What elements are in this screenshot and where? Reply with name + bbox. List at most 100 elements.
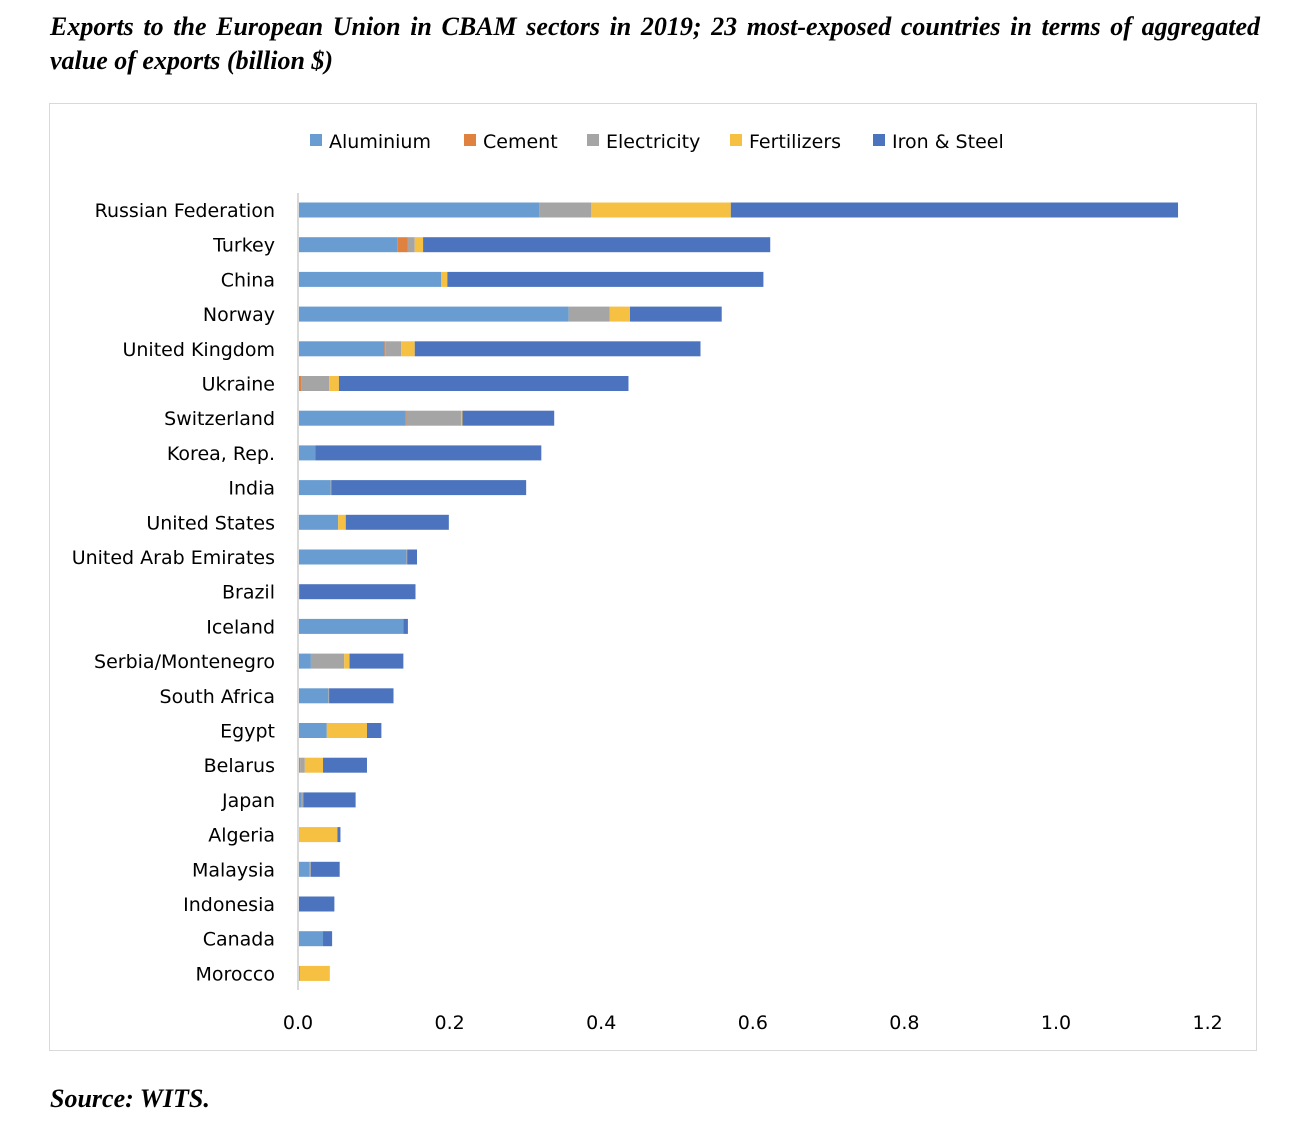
bar-aluminium	[298, 480, 331, 496]
x-tick-label: 1.2	[1192, 1012, 1222, 1034]
category-label: United Kingdom	[122, 339, 275, 361]
bar-electricity	[300, 757, 305, 773]
bar-iron-steel	[331, 480, 527, 496]
bar-aluminium	[298, 341, 385, 357]
bar-iron-steel	[298, 896, 335, 912]
bar-fertilizers	[344, 653, 350, 669]
bar-fertilizers	[329, 376, 339, 391]
bar-iron-steel	[337, 827, 341, 843]
category-label: Switzerland	[164, 408, 275, 430]
bar-aluminium	[298, 861, 310, 877]
bar-electricity	[406, 549, 408, 565]
bar-iron-steel	[447, 271, 764, 287]
bar-electricity	[328, 688, 330, 704]
category-label: Belarus	[204, 755, 275, 777]
bar-iron-steel	[323, 931, 333, 947]
category-label: Brazil	[222, 582, 275, 604]
bar-aluminium	[298, 271, 442, 287]
bar-electricity	[406, 410, 461, 426]
category-label: India	[228, 478, 275, 500]
x-tick-label: 0.2	[434, 1012, 464, 1034]
bar-electricity	[301, 376, 330, 391]
bar-electricity	[539, 202, 592, 218]
bar-aluminium	[298, 410, 406, 426]
bar-iron-steel	[299, 584, 416, 600]
category-label: Indonesia	[183, 894, 275, 916]
bar-fertilizers	[460, 410, 463, 426]
source-note: Source: WITS.	[50, 1084, 210, 1113]
bar-cement	[397, 237, 408, 253]
category-label: Egypt	[220, 721, 275, 743]
bar-fertilizers	[591, 202, 731, 218]
bar-electricity	[310, 653, 345, 669]
category-label: Japan	[221, 790, 275, 812]
category-label: Serbia/Montenegro	[94, 651, 275, 673]
legend-label: Electricity	[606, 131, 700, 153]
bar-aluminium	[298, 931, 324, 947]
category-label: Morocco	[195, 963, 275, 985]
bar-iron-steel	[462, 410, 555, 426]
bar-aluminium	[298, 549, 407, 565]
bar-fertilizers	[299, 965, 330, 981]
bar-aluminium	[298, 688, 329, 704]
bar-fertilizers	[326, 723, 367, 738]
bar-aluminium	[298, 202, 540, 218]
category-label: Russian Federation	[95, 200, 275, 222]
category-label: Algeria	[208, 825, 275, 847]
bar-iron-steel	[310, 861, 340, 877]
bar-cement	[384, 341, 386, 357]
bar-electricity	[407, 237, 415, 253]
category-label: Malaysia	[192, 859, 275, 881]
x-tick-label: 0.0	[283, 1012, 313, 1034]
bar-iron-steel	[414, 341, 701, 357]
bar-fertilizers	[401, 341, 415, 357]
bar-iron-steel	[403, 618, 408, 634]
legend-swatch-aluminium	[310, 134, 322, 146]
bar-aluminium	[298, 445, 316, 461]
bar-iron-steel	[323, 757, 367, 773]
legend-swatch-electricity	[587, 134, 599, 146]
bar-aluminium	[298, 514, 339, 530]
legend-swatch-cement	[464, 134, 476, 146]
bar-iron-steel	[407, 549, 418, 565]
category-label: Turkey	[212, 235, 275, 257]
legend-label: Cement	[483, 131, 558, 153]
category-label: Korea, Rep.	[167, 443, 275, 465]
bar-cement	[298, 757, 301, 773]
bar-electricity	[568, 306, 610, 322]
bar-iron-steel	[338, 376, 629, 391]
bar-aluminium	[298, 723, 327, 738]
bar-fertilizers	[338, 514, 346, 530]
category-label: South Africa	[160, 686, 275, 708]
category-label: Ukraine	[202, 374, 275, 396]
bar-iron-steel	[303, 792, 356, 808]
legend-label: Fertilizers	[749, 131, 841, 153]
chart-frame	[49, 103, 1257, 1051]
bar-aluminium	[298, 653, 311, 669]
x-tick-label: 0.4	[586, 1012, 616, 1034]
legend-label: Iron & Steel	[892, 131, 1004, 153]
bar-aluminium	[298, 618, 404, 634]
category-label: Norway	[203, 304, 275, 326]
bar-aluminium	[298, 306, 569, 322]
x-tick-label: 1.0	[1041, 1012, 1071, 1034]
bar-fertilizers	[609, 306, 631, 322]
legend-swatch-fertilizers	[730, 134, 742, 146]
bar-cement	[405, 410, 407, 426]
bar-iron-steel	[423, 237, 771, 253]
bar-fertilizers	[414, 237, 424, 253]
bar-iron-steel	[630, 306, 722, 322]
bar-iron-steel	[315, 445, 542, 461]
bar-cement	[298, 376, 302, 391]
x-tick-label: 0.6	[738, 1012, 768, 1034]
bar-electricity	[309, 861, 311, 877]
category-label: Canada	[203, 929, 275, 951]
bar-fertilizers	[304, 757, 324, 773]
bar-electricity	[385, 341, 402, 357]
bar-iron-steel	[345, 514, 449, 530]
category-label: United Arab Emirates	[72, 547, 275, 569]
legend-swatch-iron-steel	[873, 134, 885, 146]
bar-iron-steel	[329, 688, 394, 704]
bar-iron-steel	[349, 653, 404, 669]
